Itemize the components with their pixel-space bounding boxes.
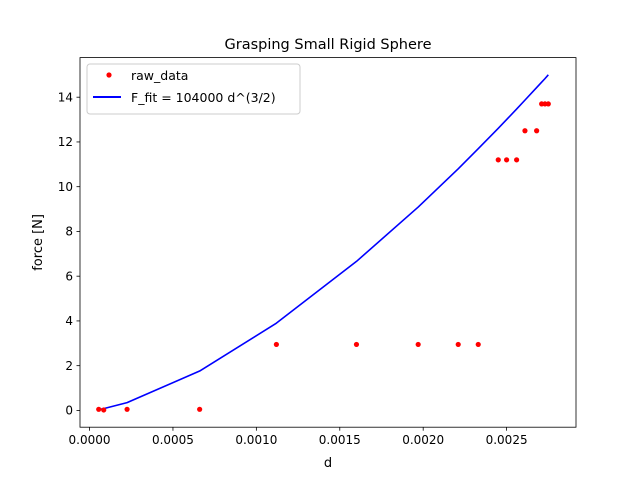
legend-marker-raw-data	[106, 72, 112, 78]
data-layer	[96, 74, 551, 413]
data-point-raw	[495, 157, 501, 163]
data-point-raw	[273, 341, 279, 348]
y-tick-label: 6	[65, 269, 73, 283]
data-point-raw	[455, 341, 461, 348]
data-point-raw	[96, 406, 102, 412]
data-point-raw	[197, 406, 203, 412]
x-tick-label: 0.0025	[486, 433, 528, 447]
data-point-raw	[504, 157, 510, 163]
chart-title: Grasping Small Rigid Sphere	[225, 37, 432, 53]
legend: raw_data F_fit = 104000 d^(3/2)	[86, 63, 301, 115]
x-tick-label: 0.0020	[402, 433, 444, 447]
legend-label-raw-data: raw_data	[131, 68, 188, 83]
y-axis-ticks: 0 2 4 6 8 10 12 14	[58, 91, 80, 418]
y-tick-label: 12	[58, 135, 73, 149]
series-line-fit	[98, 74, 549, 411]
x-tick-label: 0.0010	[235, 433, 277, 447]
data-point-raw	[545, 101, 551, 107]
x-tick-label: 0.0015	[319, 433, 361, 447]
data-point-raw	[124, 406, 130, 412]
y-tick-label: 14	[58, 91, 73, 105]
x-axis-ticks: 0.0000 0.0005 0.0010 0.0015 0.0020 0.0025	[69, 427, 528, 447]
data-point-raw	[353, 341, 360, 348]
plot-area-frame	[79, 57, 577, 428]
y-tick-label: 0	[65, 404, 73, 418]
legend-box	[86, 63, 301, 115]
y-tick-label: 4	[65, 314, 73, 328]
data-point-raw	[101, 407, 107, 413]
data-point-raw	[415, 341, 421, 348]
data-point-raw	[475, 341, 481, 348]
y-tick-label: 8	[65, 225, 73, 239]
data-point-raw	[514, 157, 520, 163]
data-point-raw	[534, 128, 540, 134]
x-tick-label: 0.0005	[152, 433, 194, 447]
y-axis-label: force [N]	[31, 214, 46, 271]
legend-label-fit: F_fit = 104000 d^(3/2)	[131, 90, 276, 105]
y-tick-label: 2	[65, 359, 73, 373]
y-tick-label: 10	[58, 180, 73, 194]
x-tick-label: 0.0000	[69, 433, 111, 447]
x-axis-label: d	[324, 456, 332, 471]
data-point-raw	[522, 128, 528, 134]
